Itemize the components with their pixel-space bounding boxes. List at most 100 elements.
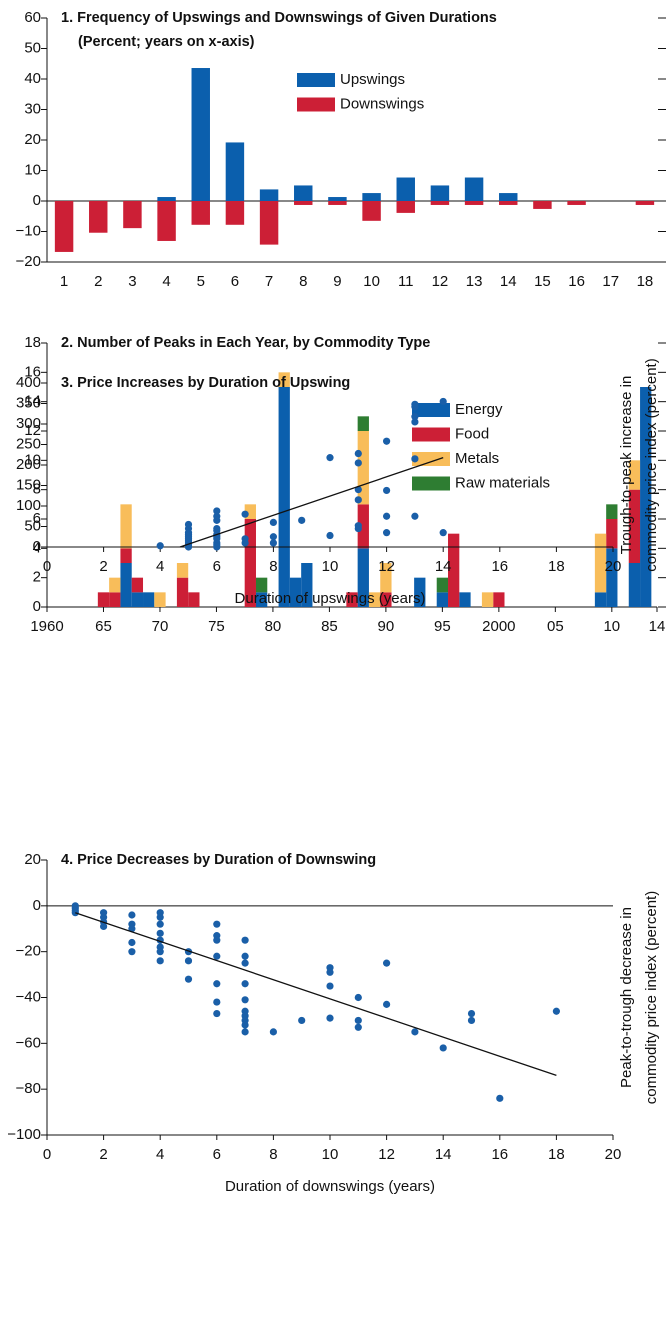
bar [191, 68, 210, 202]
legend-swatch [412, 476, 450, 491]
bar-segment [278, 372, 290, 387]
point [326, 982, 334, 990]
y-tick-label: 100 [16, 497, 41, 514]
x-tick-label: 0 [43, 1146, 51, 1163]
bar [396, 201, 415, 213]
point [552, 1007, 561, 1015]
bar-segment [131, 592, 144, 607]
point [241, 1028, 249, 1036]
y-tick-label: −40 [16, 988, 41, 1005]
y-tick-label: 16 [24, 363, 41, 380]
point [354, 1016, 362, 1025]
x-tick-label: 2 [99, 558, 107, 575]
point [213, 1009, 221, 1018]
bar-segment [120, 563, 132, 607]
x-tick-label: 12 [378, 558, 395, 575]
x-tick-label: 8 [299, 273, 307, 290]
legend-label: Downswings [340, 95, 424, 112]
x-tick-label: 17 [602, 273, 619, 290]
point [241, 936, 249, 944]
fit-line [179, 457, 444, 548]
point [156, 542, 164, 550]
x-tick-label: 95 [434, 618, 451, 635]
y-tick-label: −10 [16, 222, 41, 239]
x-tick-label: 8 [269, 558, 277, 575]
y-tick-label: 150 [16, 476, 41, 493]
legend-label: Metals [455, 450, 499, 467]
x-tick-label: 4 [162, 273, 170, 290]
bar-segment [606, 504, 618, 519]
point [411, 418, 419, 426]
point [241, 952, 249, 960]
y-axis-label: Peak-to-trough decrease in [618, 907, 635, 1088]
y-tick-label: 300 [16, 415, 41, 432]
x-tick-label: 8 [269, 1146, 277, 1163]
bar-segment [346, 592, 358, 607]
point [269, 1028, 277, 1036]
x-tick-label: 14 [435, 558, 452, 575]
x-tick-label: 6 [231, 273, 239, 290]
x-tick-label: 2000 [482, 618, 515, 635]
x-tick-label: 6 [213, 1146, 221, 1163]
bar-segment [176, 577, 189, 607]
bar [362, 201, 381, 221]
bar-segment [414, 577, 426, 607]
bar [191, 201, 210, 225]
y-tick-label: −80 [16, 1080, 41, 1097]
bar [464, 177, 484, 201]
point [184, 957, 193, 965]
legend-swatch [412, 427, 450, 442]
bar-segment [628, 460, 641, 490]
bar [89, 201, 108, 233]
bar-segment [640, 387, 652, 607]
y-tick-label: 40 [24, 70, 41, 87]
x-tick-label: 4 [156, 558, 164, 575]
x-tick-label: 1960 [30, 618, 63, 635]
legend-swatch [412, 403, 450, 417]
bar [328, 197, 347, 201]
bar [225, 201, 245, 225]
x-tick-label: 0 [43, 558, 51, 575]
x-tick-label: 18 [637, 273, 654, 290]
bar-segment [380, 563, 392, 593]
point [213, 920, 221, 928]
point [439, 1044, 447, 1052]
bar [362, 193, 381, 201]
bar-segment [459, 592, 471, 607]
bar-segment [448, 533, 460, 607]
x-tick-label: 15 [534, 273, 551, 290]
bar [635, 201, 655, 205]
point [213, 998, 221, 1006]
x-tick-label: 13 [466, 273, 483, 290]
bar-segment [380, 592, 392, 607]
legend-swatch [412, 452, 450, 466]
point [241, 510, 249, 518]
bar-segment [176, 563, 189, 578]
bar [328, 201, 347, 205]
bar-segment [606, 519, 618, 549]
point [213, 936, 221, 944]
y-tick-label: 0 [33, 192, 41, 209]
bar [294, 201, 313, 205]
legend-label: Raw materials [455, 474, 550, 491]
bar-segment [357, 504, 369, 549]
bar [225, 142, 245, 201]
point [467, 1009, 476, 1018]
y-tick-label: 400 [16, 374, 41, 391]
bar-segment [255, 592, 268, 607]
bar-segment [357, 416, 369, 431]
x-tick-label: 16 [491, 1146, 508, 1163]
x-tick-label: 12 [378, 1146, 395, 1163]
bar [567, 201, 586, 205]
bar [499, 201, 518, 205]
y-tick-label: 0 [33, 897, 41, 914]
bar-segment [255, 577, 268, 593]
point [354, 522, 362, 530]
x-tick-label: 12 [432, 273, 449, 290]
x-axis-label: Duration of downswings (years) [225, 1178, 435, 1195]
x-tick-label: 20 [605, 558, 622, 575]
x-tick-label: 1 [60, 273, 68, 290]
x-tick-label: 6 [213, 558, 221, 575]
point [213, 980, 221, 988]
bar-segment [109, 577, 121, 593]
